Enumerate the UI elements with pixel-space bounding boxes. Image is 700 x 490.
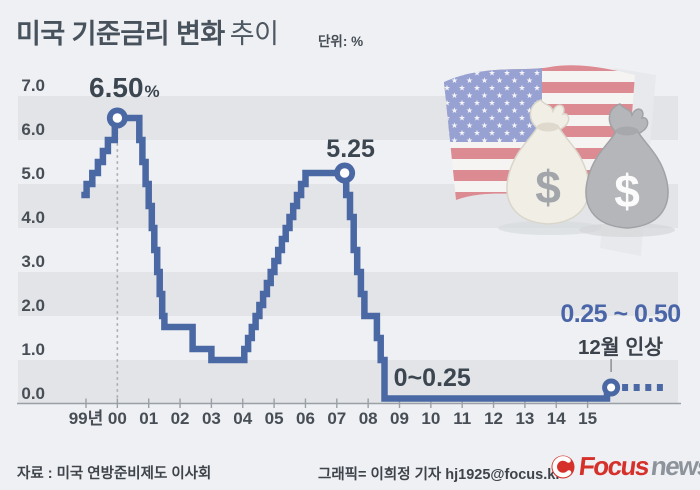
y-axis-label: 1.0 <box>21 340 45 359</box>
x-axis-label: 04 <box>233 409 252 428</box>
grid-band <box>18 272 678 316</box>
page-title-light: 추이 <box>229 19 279 49</box>
rate-marker-center <box>339 168 350 178</box>
x-axis-label: 13 <box>515 409 534 428</box>
x-axis-label: 05 <box>265 409 284 428</box>
flag-money-illustration: $ $ <box>444 65 675 256</box>
peak-2007-label: 5.25 <box>326 135 375 163</box>
x-axis-label: 12 <box>484 409 503 428</box>
x-axis-label: 09 <box>390 409 409 428</box>
credit-label: 그래픽= 이희정 기자 hj1925@focus.kr <box>318 467 561 483</box>
page-title-strong: 미국 기준금리 변화 <box>16 19 225 49</box>
source-label: 자료 : 미국 연방준비제도 이사회 <box>17 466 212 482</box>
y-axis-label: 2.0 <box>21 296 45 315</box>
unit-label: 단위: % <box>318 34 364 49</box>
logo-text-focus: Focus <box>577 451 650 481</box>
x-axis-label: 00 <box>108 409 127 428</box>
dollar-icon: $ <box>535 161 561 213</box>
rate-line-chart: 7.0 6.0 5.0 4.0 3.0 2.0 1.0 0.0 99년 00 01 02 03 04 05 0… <box>17 72 681 428</box>
money-bag-gray: $ <box>579 103 675 237</box>
x-axis-label: 03 <box>202 409 221 428</box>
x-axis-label: 11 <box>453 409 471 428</box>
x-axis-label: 01 <box>139 409 158 428</box>
x-axis-label: 06 <box>296 409 315 428</box>
y-axis-label: 7.0 <box>21 76 45 95</box>
rate-step-line <box>81 114 614 402</box>
logo-text-news: news <box>649 451 700 481</box>
page-title: 미국 기준금리 변화 추이 <box>16 12 279 51</box>
rate-marker-center <box>112 113 123 123</box>
x-axis-label: 07 <box>327 409 346 428</box>
y-axis-label: 4.0 <box>21 208 45 227</box>
dec-hike-label: 12월 인상 <box>578 336 663 359</box>
x-axis-label: 02 <box>171 409 190 428</box>
y-axis-label: 0.0 <box>21 384 45 403</box>
focus-news-logo: Focus news <box>551 451 700 482</box>
x-axis-label: 14 <box>547 409 566 428</box>
y-axis-label: 3.0 <box>21 252 45 271</box>
x-axis-label: 08 <box>359 409 378 428</box>
peak-2000-label: 6.50% <box>89 72 160 103</box>
y-axis-label: 5.0 <box>21 164 45 183</box>
zero-range-label: 0~0.25 <box>394 364 471 392</box>
focus-logo-icon <box>551 455 575 478</box>
x-axis-label: 99년 <box>69 409 104 428</box>
y-axis-label: 6.0 <box>21 120 45 139</box>
rate-marker-center <box>607 383 616 392</box>
new-range-label: 0.25 ~ 0.50 <box>560 300 680 328</box>
x-axis-label: 15 <box>578 409 597 428</box>
x-axis-label: 10 <box>421 409 440 428</box>
dollar-icon: $ <box>614 165 640 217</box>
money-bag-white: $ <box>498 99 602 235</box>
